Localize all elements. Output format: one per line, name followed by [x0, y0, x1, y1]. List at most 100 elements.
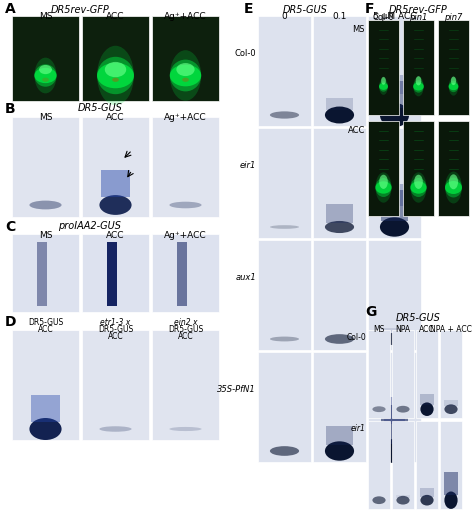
Ellipse shape [449, 77, 458, 96]
Ellipse shape [35, 64, 56, 87]
FancyBboxPatch shape [258, 240, 311, 350]
Ellipse shape [420, 403, 434, 416]
FancyBboxPatch shape [368, 352, 421, 462]
Text: A: A [5, 2, 16, 16]
Text: Col-0: Col-0 [346, 333, 366, 342]
Text: B: B [5, 102, 16, 116]
Text: MS: MS [353, 25, 365, 34]
Ellipse shape [380, 439, 409, 463]
Ellipse shape [182, 78, 189, 82]
Ellipse shape [39, 65, 52, 74]
FancyBboxPatch shape [82, 234, 149, 312]
Text: ACC: ACC [106, 231, 125, 240]
Text: ACC: ACC [178, 332, 193, 341]
FancyBboxPatch shape [326, 99, 353, 110]
Text: 35S-PfN1: 35S-PfN1 [217, 385, 256, 394]
FancyBboxPatch shape [416, 421, 438, 509]
Ellipse shape [420, 495, 434, 505]
Text: NPA + ACC: NPA + ACC [430, 325, 472, 334]
Text: ACC: ACC [347, 126, 365, 135]
FancyBboxPatch shape [326, 204, 353, 223]
Text: eir1: eir1 [240, 161, 256, 170]
Text: etr1-3 x: etr1-3 x [100, 318, 131, 327]
Ellipse shape [445, 404, 457, 414]
FancyBboxPatch shape [384, 75, 405, 94]
Ellipse shape [375, 181, 392, 194]
Ellipse shape [170, 65, 201, 86]
Text: C: C [5, 220, 15, 234]
Ellipse shape [29, 418, 62, 440]
Ellipse shape [112, 78, 119, 82]
FancyBboxPatch shape [31, 395, 60, 423]
Text: DR5-GUS: DR5-GUS [28, 318, 63, 327]
FancyBboxPatch shape [403, 121, 434, 216]
FancyBboxPatch shape [368, 16, 421, 126]
FancyBboxPatch shape [313, 352, 366, 462]
FancyBboxPatch shape [403, 20, 434, 115]
FancyBboxPatch shape [82, 330, 149, 440]
Ellipse shape [410, 172, 427, 203]
Ellipse shape [29, 201, 62, 210]
Ellipse shape [379, 175, 388, 189]
Text: 5 μM ACC: 5 μM ACC [373, 12, 416, 21]
Ellipse shape [410, 178, 427, 197]
FancyBboxPatch shape [368, 128, 421, 238]
Ellipse shape [414, 175, 423, 189]
Ellipse shape [42, 78, 49, 82]
Text: ACC: ACC [419, 325, 435, 334]
FancyBboxPatch shape [384, 397, 405, 425]
FancyBboxPatch shape [82, 117, 149, 217]
Ellipse shape [325, 221, 354, 233]
FancyBboxPatch shape [368, 421, 390, 509]
FancyBboxPatch shape [420, 394, 434, 405]
Text: pin1: pin1 [410, 13, 428, 22]
Text: MS: MS [39, 231, 52, 240]
Text: Col-0: Col-0 [234, 49, 256, 58]
Ellipse shape [170, 60, 201, 91]
Ellipse shape [100, 195, 132, 215]
FancyBboxPatch shape [152, 16, 219, 101]
FancyBboxPatch shape [438, 20, 469, 115]
Ellipse shape [380, 217, 409, 237]
Ellipse shape [100, 426, 132, 432]
Ellipse shape [270, 225, 299, 229]
Ellipse shape [176, 63, 195, 76]
Text: ACC: ACC [106, 113, 125, 122]
FancyBboxPatch shape [368, 240, 421, 350]
Text: pin7: pin7 [444, 13, 463, 22]
FancyBboxPatch shape [12, 16, 79, 101]
Text: Ag⁺+ACC: Ag⁺+ACC [164, 231, 207, 240]
Ellipse shape [35, 68, 56, 83]
FancyBboxPatch shape [396, 495, 410, 498]
FancyBboxPatch shape [258, 128, 311, 238]
FancyBboxPatch shape [152, 117, 219, 217]
Text: Col-0: Col-0 [373, 13, 394, 22]
FancyBboxPatch shape [381, 81, 408, 108]
FancyBboxPatch shape [12, 234, 79, 312]
Ellipse shape [416, 76, 421, 85]
Text: DR5-GUS: DR5-GUS [283, 5, 328, 15]
Ellipse shape [97, 57, 134, 94]
Ellipse shape [380, 103, 409, 127]
FancyBboxPatch shape [258, 352, 311, 462]
Ellipse shape [445, 177, 462, 197]
Text: Ag⁺+ACC: Ag⁺+ACC [164, 113, 207, 122]
Ellipse shape [379, 78, 388, 95]
FancyBboxPatch shape [368, 121, 399, 216]
FancyBboxPatch shape [12, 117, 79, 217]
Text: aux1: aux1 [235, 273, 256, 282]
FancyBboxPatch shape [381, 405, 408, 444]
Ellipse shape [270, 111, 299, 119]
Text: ACC: ACC [108, 332, 123, 341]
Ellipse shape [105, 62, 126, 77]
Ellipse shape [449, 174, 458, 189]
Ellipse shape [35, 58, 56, 94]
FancyBboxPatch shape [420, 488, 434, 497]
Text: MS: MS [39, 113, 52, 122]
Ellipse shape [97, 63, 134, 88]
Text: MS: MS [39, 12, 52, 21]
Text: DR5rev-GFP: DR5rev-GFP [389, 5, 448, 15]
FancyBboxPatch shape [152, 330, 219, 440]
Text: DR5-GUS: DR5-GUS [168, 325, 203, 334]
Ellipse shape [410, 181, 427, 194]
